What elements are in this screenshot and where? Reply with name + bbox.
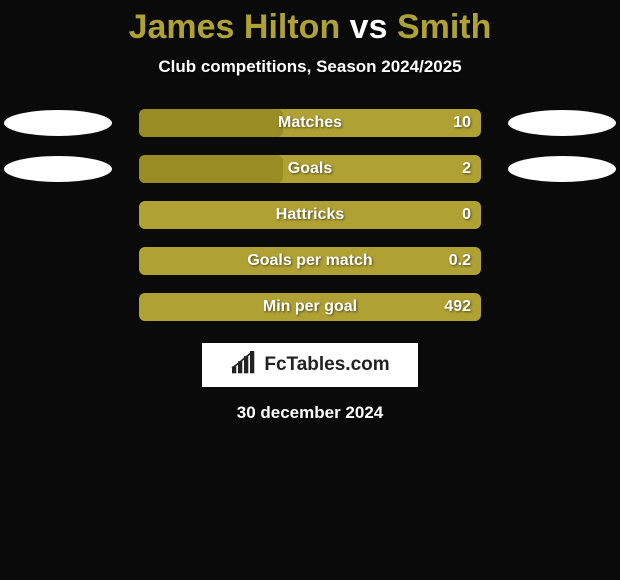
stat-bar: Goals 2 [139,155,481,183]
stat-label: Matches [278,114,342,132]
title-player1: James Hilton [129,8,341,46]
bar-fill [139,109,283,137]
stat-label: Goals per match [247,252,372,270]
comparison-infographic: James Hilton vs Smith Club competitions,… [0,0,620,580]
bar-fill [139,155,283,183]
stat-value: 2 [462,160,471,178]
logo-text: FcTables.com [264,354,389,376]
fctables-logo: FcTables.com [202,343,418,387]
player1-marker [4,110,112,136]
stat-bar: Min per goal 492 [139,293,481,321]
stat-row: Hattricks 0 [0,201,620,229]
stat-bar: Matches 10 [139,109,481,137]
stat-value: 0.2 [449,252,471,270]
bar-chart-icon [230,351,258,380]
date-label: 30 december 2024 [0,403,620,423]
stat-label: Hattricks [276,206,344,224]
page-title: James Hilton vs Smith [0,0,620,47]
player2-marker [508,156,616,182]
stats-rows: Matches 10 Goals 2 Hattricks 0 [0,109,620,321]
title-vs: vs [340,8,397,46]
stat-label: Min per goal [263,298,357,316]
stat-row: Goals 2 [0,155,620,183]
stat-row: Min per goal 492 [0,293,620,321]
stat-row: Matches 10 [0,109,620,137]
stat-row: Goals per match 0.2 [0,247,620,275]
stat-label: Goals [288,160,332,178]
stat-value: 10 [453,114,471,132]
subtitle: Club competitions, Season 2024/2025 [0,57,620,77]
stat-bar: Hattricks 0 [139,201,481,229]
title-player2: Smith [397,8,491,46]
player2-marker [508,110,616,136]
stat-value: 0 [462,206,471,224]
player1-marker [4,156,112,182]
stat-value: 492 [444,298,471,316]
stat-bar: Goals per match 0.2 [139,247,481,275]
